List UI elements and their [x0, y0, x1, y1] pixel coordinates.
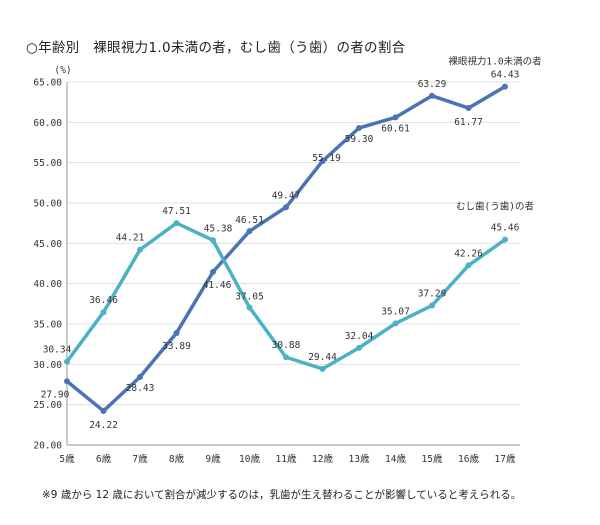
data-point — [392, 320, 399, 327]
footnote: ※9 歳から 12 歳において割合が減少するのは，乳歯が生え替わることが影響して… — [42, 489, 522, 501]
x-tick-label: 17歳 — [495, 453, 516, 465]
x-tick-label: 9歳 — [205, 453, 221, 465]
data-label: 55.19 — [312, 153, 341, 164]
data-point — [64, 358, 70, 365]
data-point — [283, 204, 289, 211]
x-tick-label: 6歳 — [96, 453, 112, 465]
series-name-label: 裸眼視力1.0未満の者 — [448, 56, 541, 68]
y-tick-label: 55.00 — [33, 158, 62, 169]
data-label: 45.46 — [491, 223, 520, 234]
data-point — [210, 268, 216, 275]
data-label: 45.38 — [204, 223, 233, 234]
data-point — [137, 246, 143, 253]
x-tick-label: 16歳 — [458, 453, 479, 465]
x-tick-label: 12歳 — [312, 453, 333, 465]
data-point — [429, 92, 435, 99]
data-label: 47.51 — [162, 206, 191, 217]
data-point — [173, 329, 180, 336]
data-point — [100, 309, 107, 316]
data-point — [319, 158, 326, 165]
data-label: 30.34 — [43, 345, 72, 356]
data-label: 63.29 — [418, 79, 447, 90]
data-point — [246, 228, 253, 235]
x-tick-label: 10歳 — [239, 453, 260, 465]
x-tick-label: 7歳 — [132, 453, 148, 465]
data-point — [465, 262, 472, 269]
y-tick-label: 40.00 — [33, 279, 62, 290]
y-tick-label: 65.00 — [33, 78, 62, 89]
data-point — [210, 237, 216, 244]
data-point — [356, 344, 362, 351]
data-label: 61.77 — [454, 117, 483, 128]
data-point — [502, 83, 508, 90]
data-point — [64, 378, 70, 385]
data-label: 32.04 — [345, 331, 374, 342]
data-point — [502, 236, 508, 243]
y-axis-label: (%) — [54, 65, 71, 76]
data-point — [392, 114, 399, 121]
data-label: 64.43 — [491, 70, 520, 81]
data-label: 59.30 — [345, 134, 374, 145]
data-label: 49.47 — [272, 190, 301, 201]
page-title: ○年齢別 裸眼視力1.0未満の者，むし歯（う歯）の者の割合 — [26, 40, 406, 56]
x-tick-label: 13歳 — [349, 453, 370, 465]
data-point — [356, 124, 362, 131]
x-tick-label: 5歳 — [59, 453, 75, 465]
series-name-label: むし歯(う歯)の者 — [456, 201, 534, 213]
data-label: 37.05 — [235, 291, 264, 302]
data-label: 24.22 — [89, 420, 118, 431]
y-tick-label: 60.00 — [33, 118, 62, 129]
data-point — [465, 105, 472, 112]
x-tick-label: 15歳 — [422, 453, 443, 465]
data-label: 29.44 — [308, 352, 337, 363]
data-point — [137, 373, 143, 380]
data-label: 60.61 — [381, 123, 410, 134]
y-tick-label: 35.00 — [33, 320, 62, 331]
data-point — [173, 220, 180, 227]
data-label: 42.26 — [454, 248, 483, 259]
x-tick-label: 14歳 — [385, 453, 406, 465]
data-point — [429, 302, 435, 309]
data-label: 27.90 — [41, 389, 70, 400]
data-point — [246, 304, 253, 311]
data-label: 35.07 — [381, 306, 410, 317]
data-label: 28.43 — [126, 383, 155, 394]
data-label: 44.21 — [116, 233, 145, 244]
data-label: 37.29 — [418, 289, 447, 300]
x-tick-label: 8歳 — [169, 453, 185, 465]
data-label: 33.89 — [162, 341, 191, 352]
y-tick-label: 45.00 — [33, 239, 62, 250]
y-tick-label: 20.00 — [33, 441, 62, 452]
data-label: 41.46 — [203, 280, 232, 291]
y-tick-label: 50.00 — [33, 199, 62, 210]
data-label: 46.51 — [235, 215, 264, 226]
y-tick-label: 30.00 — [33, 360, 62, 371]
data-point — [283, 354, 289, 361]
data-label: 36.46 — [89, 295, 118, 306]
data-point — [100, 407, 107, 414]
data-label: 30.88 — [272, 340, 301, 351]
x-tick-label: 11歳 — [276, 453, 297, 465]
series-line — [65, 85, 506, 413]
data-point — [319, 365, 326, 372]
y-tick-label: 25.00 — [33, 400, 62, 411]
